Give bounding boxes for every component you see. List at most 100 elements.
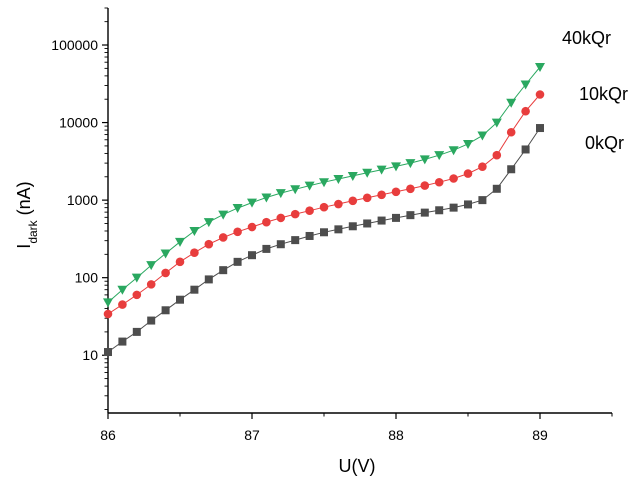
data-point: [333, 175, 344, 185]
data-point: [435, 206, 444, 215]
data-point: [477, 131, 488, 141]
data-point: [232, 204, 243, 214]
data-point: [463, 139, 473, 149]
data-point: [118, 337, 127, 346]
data-point: [147, 316, 156, 325]
data-point: [218, 210, 229, 220]
data-point: [305, 206, 314, 216]
y-tick-label: 100000: [51, 37, 98, 53]
data-point: [419, 155, 430, 165]
data-point: [117, 285, 128, 295]
data-point: [521, 145, 530, 154]
data-point: [262, 244, 271, 253]
y-tick-label: 10000: [59, 115, 98, 131]
ticks: 86 87 88 89 10 100 1000 10000 100000: [51, 7, 613, 443]
y-axis-title: Idark (nA): [14, 181, 40, 248]
data-point: [161, 268, 170, 278]
data-point: [146, 261, 157, 271]
data-point: [233, 257, 242, 266]
data-point: [290, 185, 301, 195]
data-point: [392, 213, 400, 222]
data-point: [520, 80, 531, 90]
data-point: [132, 327, 141, 336]
data-point: [219, 266, 228, 275]
x-tick-label: 86: [100, 427, 116, 443]
data-point: [420, 181, 430, 190]
data-point: [190, 285, 199, 294]
data-point: [203, 218, 214, 228]
data-point: [118, 300, 127, 309]
series-labels: 0kQr 10kQr 40kQr: [562, 28, 628, 153]
data-point: [319, 202, 329, 212]
data-point: [406, 184, 415, 194]
data-point: [276, 240, 285, 249]
data-point: [347, 171, 358, 181]
data-point: [391, 162, 401, 172]
series-label-10kQr: 10kQr: [579, 84, 628, 104]
data-point: [304, 181, 315, 191]
data-point: [176, 295, 184, 304]
data-point: [362, 193, 372, 203]
series-40kQr: [103, 63, 545, 308]
data-point: [491, 118, 502, 128]
data-point: [132, 290, 142, 300]
data-point: [291, 236, 300, 245]
data-point: [319, 178, 329, 188]
axes: [107, 8, 612, 414]
data-point: [204, 275, 213, 284]
data-point: [507, 165, 516, 174]
data-point: [363, 219, 372, 228]
data-point: [377, 216, 386, 225]
data-point: [161, 306, 170, 315]
data-point: [276, 213, 286, 223]
data-point: [535, 90, 545, 99]
y-tick-label: 10: [82, 347, 98, 363]
data-point: [492, 184, 501, 193]
data-point: [131, 273, 142, 283]
data-point: [536, 124, 544, 133]
data-point: [434, 177, 444, 187]
data-point: [377, 190, 386, 200]
series-0kQr: [104, 124, 544, 357]
data-point: [175, 237, 185, 247]
x-tick-label: 87: [244, 427, 260, 443]
y-axis-title-main: I: [14, 244, 34, 249]
data-point: [204, 239, 214, 249]
data-point: [290, 209, 300, 219]
data-point: [305, 231, 314, 240]
data-point: [104, 348, 112, 357]
data-point: [189, 226, 200, 236]
data-point: [247, 198, 257, 208]
data-point: [448, 146, 459, 156]
data-point: [406, 211, 415, 220]
data-point: [492, 150, 502, 160]
data-point: [478, 162, 487, 171]
data-point: [535, 63, 545, 73]
data-point: [506, 127, 516, 137]
x-axis-title: U(V): [339, 456, 376, 476]
data-point: [449, 174, 458, 183]
data-point: [334, 199, 343, 209]
data-point: [464, 200, 472, 209]
data-point: [506, 98, 517, 108]
data-point: [190, 248, 199, 257]
series-10kQr: [103, 90, 545, 319]
x-tick-label: 88: [388, 427, 404, 443]
data-point: [218, 233, 228, 242]
series-label-0kQr: 0kQr: [585, 133, 624, 153]
y-tick-label: 1000: [67, 192, 98, 208]
series-label-40kQr: 40kQr: [562, 28, 611, 48]
data-point: [248, 251, 256, 260]
plot-area: [103, 63, 545, 357]
data-point: [261, 193, 272, 203]
data-point: [420, 208, 429, 217]
data-point: [175, 257, 185, 267]
data-point: [103, 309, 113, 319]
data-point: [362, 168, 373, 178]
data-point: [391, 187, 401, 197]
data-point: [449, 203, 458, 212]
data-point: [320, 228, 328, 237]
data-point: [463, 169, 473, 178]
y-tick-label: 100: [75, 270, 99, 286]
